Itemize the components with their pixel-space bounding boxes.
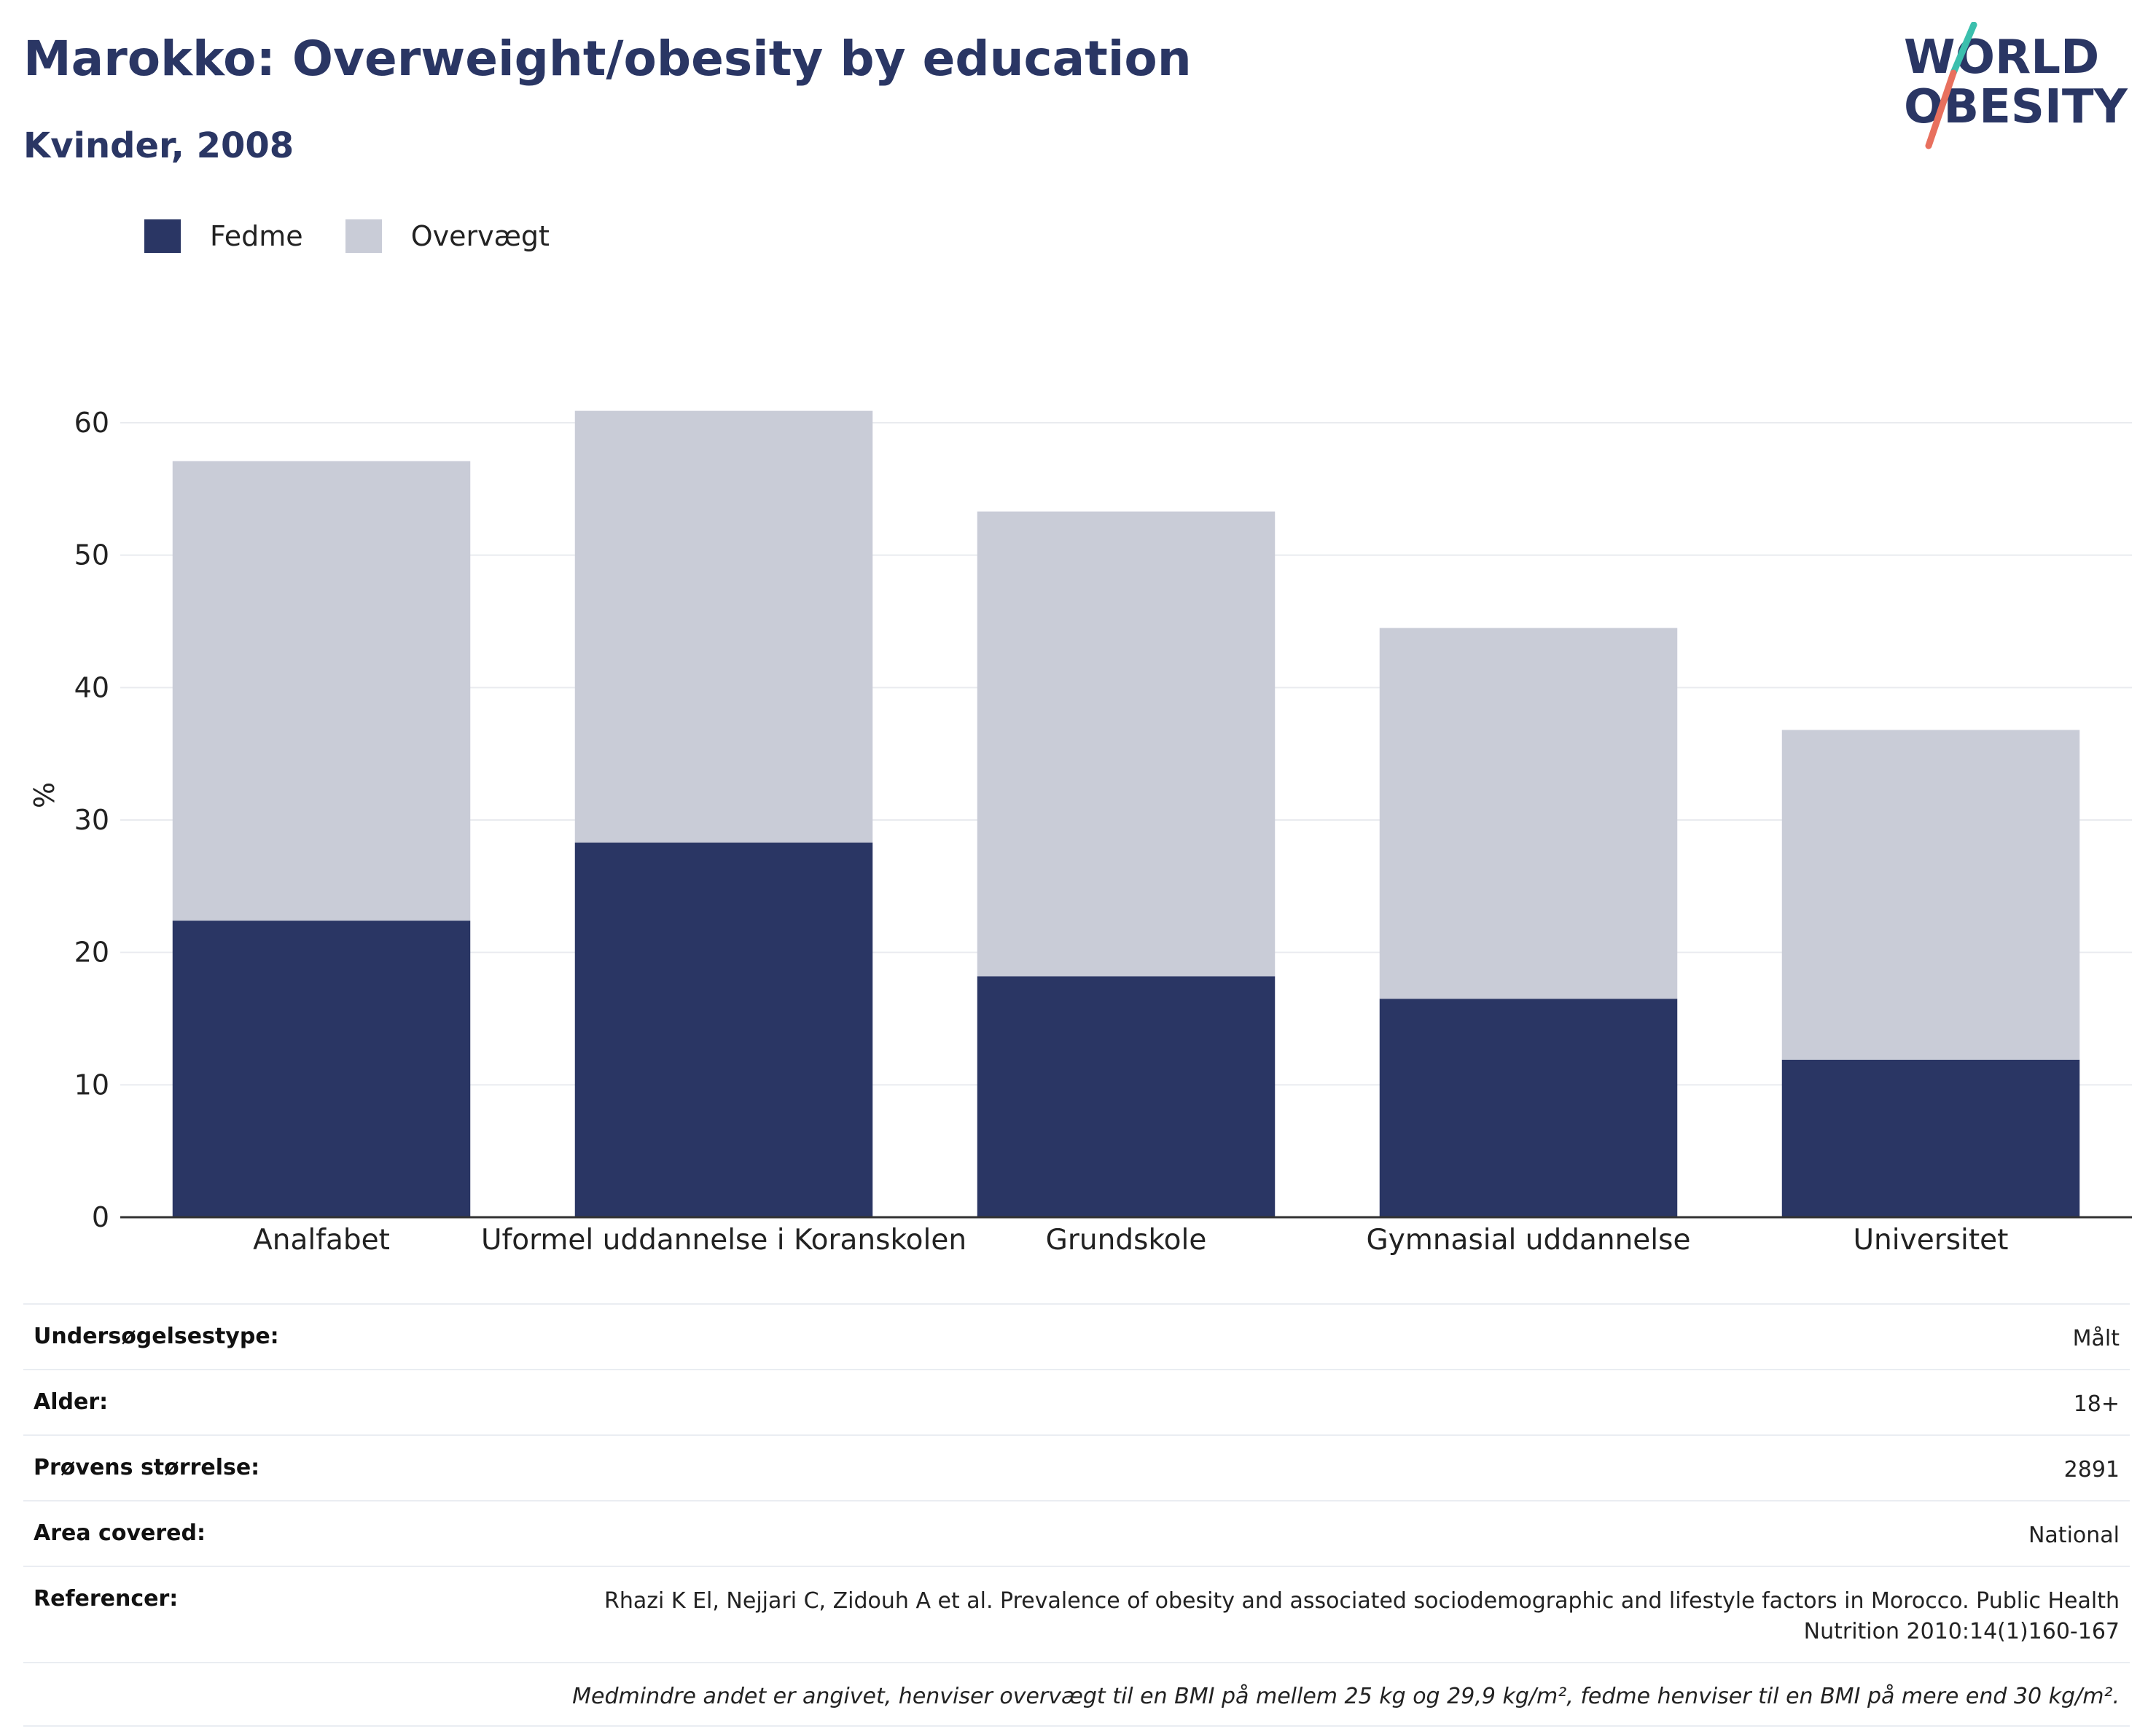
meta-row-survey-type: Undersøgelsestype: Målt: [23, 1303, 2130, 1369]
bar-chart: 0 10 20 30 40 50 60 Analfabet Uformel uddannelse…: [28, 407, 2132, 1257]
meta-value: 2891: [2063, 1457, 2120, 1483]
chart-legend: Fedme Overvægt: [144, 216, 592, 257]
bar-overweight[interactable]: [172, 461, 471, 921]
legend-swatch-fedme: [144, 219, 181, 253]
chart-subtitle: Kvinder, 2008: [23, 125, 294, 166]
bar-overweight[interactable]: [1379, 628, 1678, 999]
meta-label: Referencer:: [34, 1586, 179, 1612]
world-obesity-logo: WORLD OBESITY: [1904, 22, 2128, 149]
meta-value: Rhazi K El, Nejjari C, Zidouh A et al. P…: [604, 1588, 2120, 1644]
y-tick-label: 50: [74, 539, 109, 571]
y-tick-label: 60: [74, 407, 109, 439]
meta-row-age: Alder: 18+: [23, 1369, 2130, 1434]
x-tick-label: Analfabet: [253, 1224, 390, 1257]
bar-obesity[interactable]: [1379, 999, 1678, 1217]
y-tick-label: 10: [74, 1069, 109, 1101]
meta-label: Alder:: [34, 1389, 109, 1415]
meta-row-area-covered: Area covered: National: [23, 1500, 2130, 1566]
bar-obesity[interactable]: [977, 976, 1276, 1217]
x-tick-label: Grundskole: [1046, 1224, 1207, 1257]
meta-value: 18+: [2073, 1391, 2120, 1417]
definition-note: Medmindre andet er angivet, henviser ove…: [23, 1662, 2130, 1727]
bar-obesity[interactable]: [574, 842, 873, 1217]
meta-label: Prøvens størrelse:: [34, 1455, 260, 1480]
x-tick-label: Gymnasial uddannelse: [1367, 1224, 1691, 1257]
x-tick-label: Universitet: [1854, 1224, 2009, 1257]
metadata-table: Undersøgelsestype: Målt Alder: 18+ Prøve…: [23, 1303, 2130, 1727]
legend-item-fedme[interactable]: Fedme: [144, 219, 303, 253]
logo-text-world: WORLD: [1904, 31, 2099, 85]
bar-overweight[interactable]: [574, 410, 873, 843]
legend-swatch-overvaegt: [345, 219, 382, 253]
logo-slash-bottom: [1925, 69, 1957, 149]
axes: 0 10 20 30 40 50 60 Analfabet Uformel uddannelse…: [74, 407, 2132, 1257]
bar-overweight[interactable]: [977, 511, 1276, 977]
meta-label: Area covered:: [34, 1520, 206, 1546]
meta-label: Undersøgelsestype:: [34, 1324, 279, 1349]
legend-label-overvaegt: Overvægt: [410, 220, 550, 252]
bars: [172, 410, 2080, 1217]
meta-value: National: [2028, 1523, 2120, 1548]
bar-obesity[interactable]: [172, 921, 471, 1217]
legend-item-overvaegt[interactable]: Overvægt: [345, 219, 550, 253]
x-tick-label: Uformel uddannelse i Koranskolen: [481, 1224, 966, 1257]
meta-value: Målt: [2072, 1326, 2120, 1351]
meta-row-references: Referencer: Rhazi K El, Nejjari C, Zidou…: [23, 1566, 2130, 1662]
y-axis-label: %: [28, 782, 60, 808]
y-tick-label: 0: [92, 1201, 109, 1233]
y-tick-label: 20: [74, 937, 109, 969]
bar-overweight[interactable]: [1781, 730, 2080, 1060]
chart-title: Marokko: Overweight/obesity by education: [23, 31, 1192, 87]
bar-obesity[interactable]: [1781, 1059, 2080, 1217]
y-tick-label: 40: [74, 671, 109, 703]
legend-label-fedme: Fedme: [210, 220, 303, 252]
logo-slash-top: [1950, 22, 1977, 77]
meta-row-sample-size: Prøvens størrelse: 2891: [23, 1434, 2130, 1500]
y-tick-label: 30: [74, 804, 109, 836]
